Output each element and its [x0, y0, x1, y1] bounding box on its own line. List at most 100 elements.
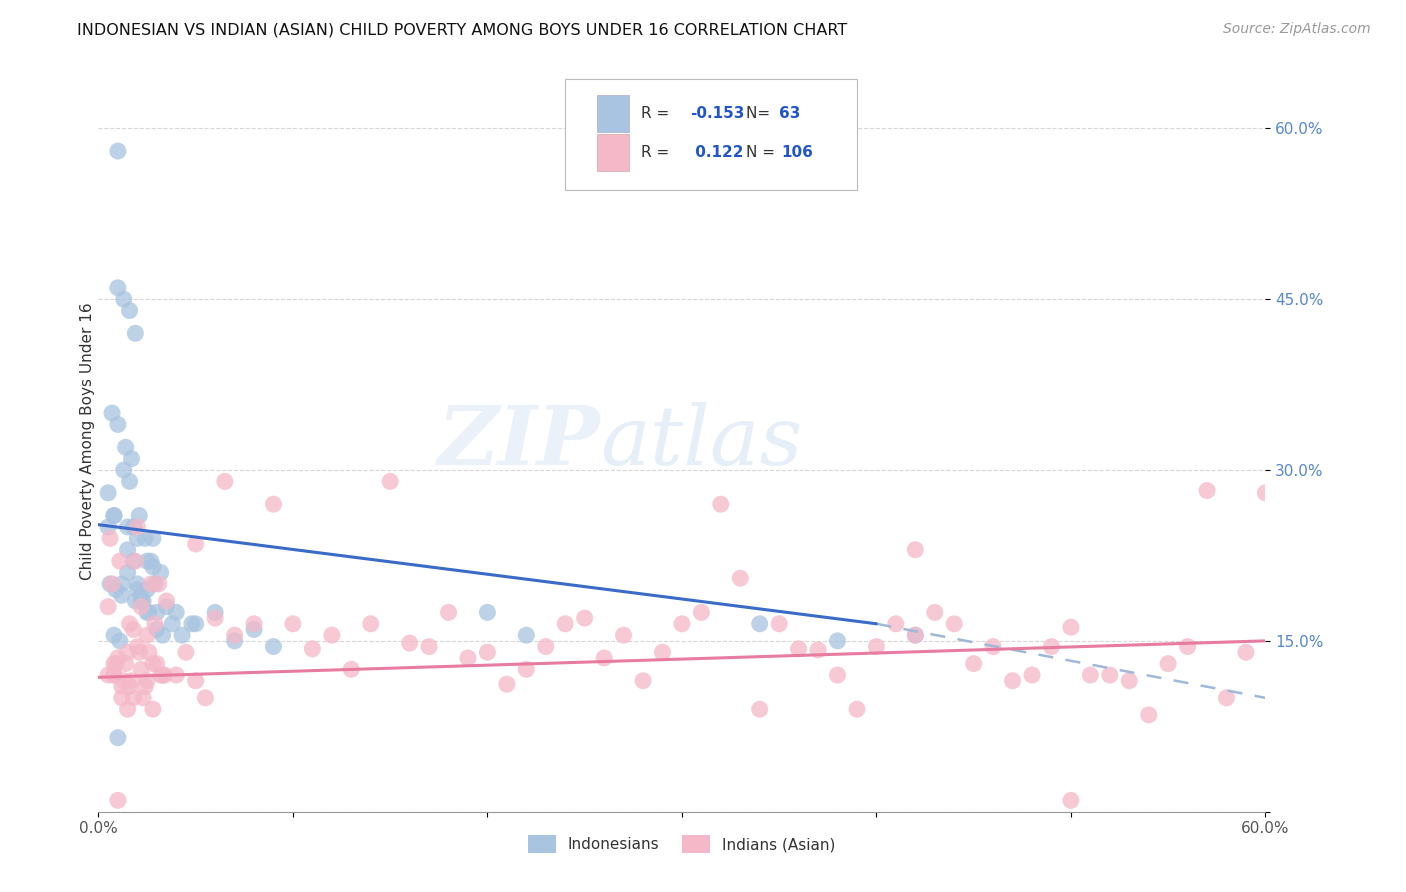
- Point: [132, 690, 155, 705]
- Point: [124, 326, 146, 341]
- Point: [224, 633, 246, 648]
- Point: [418, 640, 440, 654]
- Point: [496, 677, 519, 691]
- Point: [224, 628, 246, 642]
- Point: [114, 440, 136, 454]
- Point: [981, 640, 1004, 654]
- Point: [112, 463, 135, 477]
- Point: [904, 628, 927, 642]
- Point: [262, 640, 284, 654]
- Point: [184, 673, 207, 688]
- Point: [457, 651, 479, 665]
- Point: [1254, 485, 1277, 500]
- Text: 63: 63: [779, 106, 800, 121]
- Point: [1234, 645, 1257, 659]
- Point: [214, 475, 236, 489]
- Point: [142, 657, 165, 671]
- Point: [136, 628, 159, 642]
- Point: [118, 303, 141, 318]
- Point: [149, 566, 172, 580]
- Point: [136, 582, 159, 597]
- Point: [184, 537, 207, 551]
- Point: [827, 668, 849, 682]
- Text: N =: N =: [747, 145, 775, 161]
- Point: [904, 628, 927, 642]
- Point: [117, 566, 139, 580]
- Point: [129, 662, 152, 676]
- Point: [107, 144, 129, 158]
- Point: [593, 651, 616, 665]
- Point: [380, 475, 402, 489]
- Point: [107, 281, 129, 295]
- Point: [651, 645, 673, 659]
- Point: [138, 606, 160, 620]
- Point: [152, 628, 174, 642]
- Point: [321, 628, 343, 642]
- Point: [162, 616, 184, 631]
- Point: [136, 554, 159, 568]
- Point: [515, 628, 537, 642]
- Text: ZIP: ZIP: [437, 401, 600, 482]
- Point: [142, 559, 165, 574]
- Point: [1118, 673, 1140, 688]
- Point: [1157, 657, 1180, 671]
- Point: [111, 690, 134, 705]
- Point: [97, 599, 120, 614]
- Point: [477, 606, 499, 620]
- Point: [146, 657, 169, 671]
- Point: [118, 680, 141, 694]
- Point: [730, 571, 752, 585]
- FancyBboxPatch shape: [596, 135, 630, 171]
- Point: [103, 508, 125, 523]
- Point: [118, 475, 141, 489]
- FancyBboxPatch shape: [565, 78, 856, 190]
- Point: [515, 662, 537, 676]
- Point: [340, 662, 363, 676]
- Point: [104, 582, 127, 597]
- Point: [112, 292, 135, 306]
- Point: [846, 702, 869, 716]
- Point: [111, 577, 134, 591]
- Point: [180, 616, 202, 631]
- Text: atlas: atlas: [600, 401, 803, 482]
- Point: [884, 616, 907, 631]
- Point: [149, 668, 172, 682]
- Point: [865, 640, 887, 654]
- Point: [768, 616, 790, 631]
- Point: [1021, 668, 1043, 682]
- Point: [574, 611, 596, 625]
- Text: -0.153: -0.153: [690, 106, 744, 121]
- Point: [807, 643, 830, 657]
- Point: [103, 628, 125, 642]
- Point: [748, 616, 770, 631]
- Text: INDONESIAN VS INDIAN (ASIAN) CHILD POVERTY AMONG BOYS UNDER 16 CORRELATION CHART: INDONESIAN VS INDIAN (ASIAN) CHILD POVER…: [77, 22, 848, 37]
- Text: R =: R =: [641, 106, 675, 121]
- Point: [143, 577, 166, 591]
- Point: [142, 702, 165, 716]
- Point: [127, 532, 149, 546]
- Point: [1060, 620, 1083, 634]
- Point: [103, 508, 125, 523]
- Point: [1040, 640, 1063, 654]
- Point: [924, 606, 946, 620]
- Point: [152, 668, 174, 682]
- Point: [1001, 673, 1024, 688]
- Point: [243, 616, 266, 631]
- Point: [107, 417, 129, 432]
- Point: [128, 645, 150, 659]
- Point: [1215, 690, 1237, 705]
- Point: [139, 577, 162, 591]
- Point: [204, 611, 226, 625]
- Point: [127, 577, 149, 591]
- Point: [117, 645, 139, 659]
- Point: [962, 657, 984, 671]
- Point: [121, 673, 143, 688]
- Point: [1137, 707, 1160, 722]
- Point: [1195, 483, 1218, 498]
- Point: [104, 657, 127, 671]
- Point: [134, 532, 156, 546]
- Point: [136, 673, 159, 688]
- Point: [101, 406, 124, 420]
- Point: [112, 673, 135, 688]
- Point: [124, 554, 146, 568]
